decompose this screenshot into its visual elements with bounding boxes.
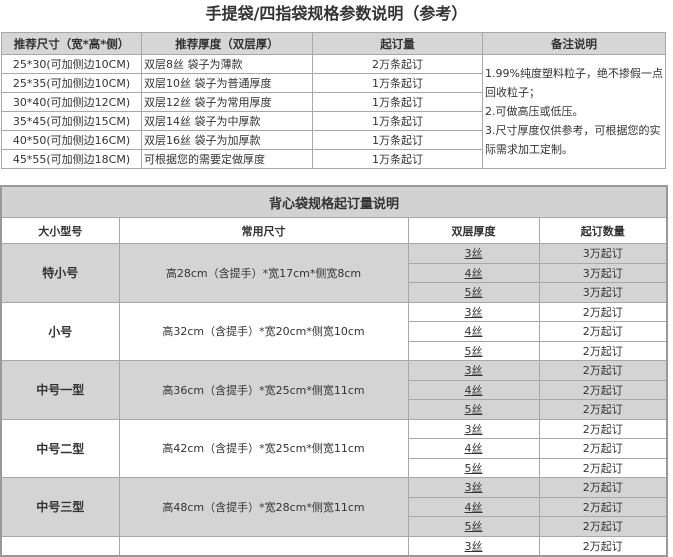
- cell-thickness: 双层16丝 袋子为加厚款: [141, 130, 313, 150]
- cell-thickness: 双层12丝 袋子为常用厚度: [141, 92, 313, 112]
- cell-size: 40*50(可加侧边16CM): [1, 130, 142, 150]
- cell-moq: 1万条起订: [312, 73, 483, 93]
- cell-moq: 2万起订: [538, 301, 668, 322]
- cell-size: 高36cm（含提手）*宽25cm*侧宽11cm: [118, 360, 409, 420]
- cell-moq: 1万条起订: [312, 111, 483, 131]
- cell-moq: 2万起订: [538, 438, 668, 459]
- cell-size: 高48cm（含提手）*宽28cm*侧宽11cm: [118, 477, 409, 537]
- cell-thickness: 4丝: [407, 321, 540, 342]
- cell-moq: 2万起订: [538, 418, 668, 439]
- table-row: 30*40(可加侧边12CM) 双层12丝 袋子为常用厚度 1万条起订: [1, 92, 666, 112]
- cell-thickness: 3丝: [407, 243, 540, 264]
- table-row: 中号一型 高36cm（含提手）*宽25cm*侧宽11cm 3丝 2万起订: [0, 360, 668, 420]
- table-row: 小号 高32cm（含提手）*宽20cm*侧宽10cm 3丝 2万起订: [0, 301, 668, 361]
- table-row: 4丝 2万起订: [1, 321, 668, 342]
- cell-thickness: 3丝: [407, 535, 540, 557]
- table-row: 5丝 3万起订: [1, 282, 668, 303]
- cell-moq: 2万起订: [538, 360, 668, 381]
- cell-thickness: 4丝: [407, 438, 540, 459]
- cell-moq: 2万条起订: [312, 54, 483, 74]
- header-moq: 起订量: [312, 32, 483, 55]
- cell-moq: 1万条起订: [312, 130, 483, 150]
- cell-thickness: 5丝: [407, 399, 540, 420]
- cell-size: 35*45(可加侧边15CM): [1, 111, 142, 131]
- header-model: 大小型号: [0, 217, 120, 244]
- cell-moq: 2万起订: [538, 379, 668, 400]
- table-row: 3丝 2万起订: [0, 535, 668, 557]
- cell-thickness: 4丝: [407, 496, 540, 517]
- cell-thickness: 双层10丝 袋子为普通厚度: [141, 73, 313, 93]
- table-row: 5丝 2万起订: [1, 457, 668, 478]
- cell-size: 45*55(可加侧边18CM): [1, 149, 142, 169]
- cell-moq: 3万起订: [538, 282, 668, 303]
- cell-thickness: 3丝: [407, 418, 540, 439]
- vest-table-title: 背心袋规格起订量说明: [0, 185, 668, 218]
- cell-moq: 2万起订: [538, 535, 668, 557]
- cell-moq: 3万起订: [538, 243, 668, 264]
- table-header-row: 推荐尺寸（宽*高*侧） 推荐厚度（双层厚） 起订量 备注说明: [1, 32, 666, 55]
- table-row: 特小号 高28cm（含提手）*宽17cm*侧宽8cm 3丝 3万起订: [0, 243, 668, 303]
- cell-moq: 2万起订: [538, 457, 668, 478]
- header-size: 常用尺寸: [118, 217, 409, 244]
- cell-thickness: 5丝: [407, 340, 540, 361]
- cell-thickness: 3丝: [407, 301, 540, 322]
- cell-model: [0, 535, 120, 557]
- note-line: 1.99%纯度塑料粒子，绝不掺假一点回收粒子；: [485, 67, 663, 99]
- cell-size: 25*30(可加侧边10CM): [1, 54, 142, 74]
- cell-size: 高42cm（含提手）*宽25cm*侧宽11cm: [118, 418, 409, 478]
- cell-model: 小号: [0, 301, 120, 361]
- cell-thickness: 双层8丝 袋子为薄款: [141, 54, 313, 74]
- handbag-spec-table: 推荐尺寸（宽*高*侧） 推荐厚度（双层厚） 起订量 备注说明 25*30(可加侧…: [1, 32, 666, 169]
- header-size: 推荐尺寸（宽*高*侧）: [1, 32, 142, 55]
- cell-model: 特小号: [0, 243, 120, 303]
- header-thickness: 双层厚度: [407, 217, 540, 244]
- cell-moq: 1万条起订: [312, 92, 483, 112]
- cell-moq: 2万起订: [538, 340, 668, 361]
- cell-model: 中号一型: [0, 360, 120, 420]
- table-row: 45*55(可加侧边18CM) 可根据您的需要定做厚度 1万条起订: [1, 149, 666, 169]
- cell-moq: 2万起订: [538, 477, 668, 498]
- cell-moq: 2万起订: [538, 399, 668, 420]
- table-row: 25*30(可加侧边10CM) 双层8丝 袋子为薄款 2万条起订 1.99%纯度塑料粒…: [1, 54, 666, 169]
- cell-moq: 2万起订: [538, 516, 668, 537]
- note-line: 2.可做高压或低压。: [485, 105, 584, 118]
- table-row: 5丝 2万起订: [1, 340, 668, 361]
- notes-cell: 1.99%纯度塑料粒子，绝不掺假一点回收粒子； 2.可做高压或低压。 3.尺寸厚度仅…: [482, 54, 666, 169]
- table-header-row: 大小型号 常用尺寸 双层厚度 起订数量: [0, 217, 668, 244]
- table-row: 40*50(可加侧边16CM) 双层16丝 袋子为加厚款 1万条起订: [1, 130, 666, 150]
- header-moq: 起订数量: [538, 217, 668, 244]
- cell-size: [118, 535, 409, 557]
- cell-thickness: 4丝: [407, 379, 540, 400]
- cell-moq: 1万条起订: [312, 149, 483, 169]
- table-row: 中号三型 高48cm（含提手）*宽28cm*侧宽11cm 3丝 2万起订: [0, 477, 668, 537]
- cell-model: 中号三型: [0, 477, 120, 537]
- cell-moq: 3万起订: [538, 262, 668, 283]
- cell-thickness: 5丝: [407, 516, 540, 537]
- cell-size: 高32cm（含提手）*宽20cm*侧宽10cm: [118, 301, 409, 361]
- cell-thickness: 3丝: [407, 360, 540, 381]
- table-row: 4丝 3万起订: [1, 262, 668, 283]
- cell-moq: 2万起订: [538, 496, 668, 517]
- cell-moq: 2万起订: [538, 321, 668, 342]
- table-row: 中号二型 高42cm（含提手）*宽25cm*侧宽11cm 3丝 2万起订: [0, 418, 668, 478]
- cell-size: 高28cm（含提手）*宽17cm*侧宽8cm: [118, 243, 409, 303]
- handbag-table-title: 手提袋/四指袋规格参数说明（参考）: [205, 4, 468, 23]
- cell-thickness: 双层14丝 袋子为中厚款: [141, 111, 313, 131]
- cell-thickness: 5丝: [407, 282, 540, 303]
- header-thickness: 推荐厚度（双层厚）: [141, 32, 313, 55]
- cell-thickness: 4丝: [407, 262, 540, 283]
- vest-bag-spec-table: 背心袋规格起订量说明 大小型号 常用尺寸 双层厚度 起订数量 特小号 高28cm（…: [0, 185, 669, 557]
- note-line: 3.尺寸厚度仅供参考，可根据您的实际需求加工定制。: [485, 124, 661, 156]
- cell-size: 25*35(可加侧边10CM): [1, 73, 142, 93]
- cell-thickness: 3丝: [407, 477, 540, 498]
- header-notes: 备注说明: [482, 32, 666, 55]
- cell-thickness: 可根据您的需要定做厚度: [141, 149, 313, 169]
- cell-size: 30*40(可加侧边12CM): [1, 92, 142, 112]
- cell-model: 中号二型: [0, 418, 120, 478]
- cell-thickness: 5丝: [407, 457, 540, 478]
